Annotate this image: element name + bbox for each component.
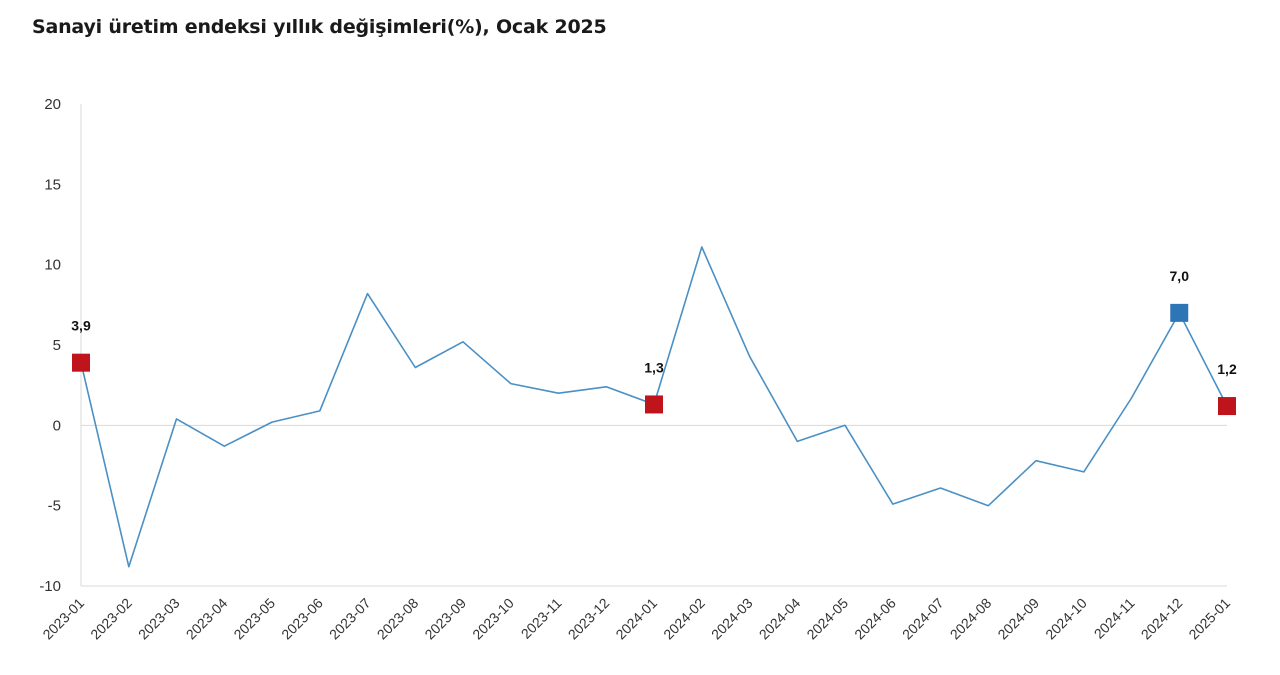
y-tick-label: 10 <box>44 257 61 274</box>
data-label: 1,3 <box>644 359 664 375</box>
data-label: 1,2 <box>1217 361 1237 377</box>
x-tick-label: 2024-06 <box>851 595 899 643</box>
x-tick-label: 2023-10 <box>469 595 517 643</box>
data-point-marker <box>72 353 90 372</box>
x-tick-label: 2024-01 <box>612 595 660 643</box>
y-tick-label: 20 <box>44 96 61 113</box>
x-tick-label: 2024-12 <box>1138 595 1186 643</box>
x-tick-label: 2023-01 <box>39 595 87 643</box>
x-tick-label: 2023-07 <box>326 595 374 643</box>
x-tick-label: 2024-11 <box>1091 595 1138 642</box>
y-tick-label: -5 <box>48 498 61 515</box>
x-tick-label: 2023-08 <box>374 595 422 643</box>
x-tick-label: 2023-02 <box>87 595 135 643</box>
data-point-marker <box>1218 397 1236 416</box>
x-tick-label: 2024-03 <box>708 595 756 643</box>
x-tick-label: 2023-09 <box>421 595 469 643</box>
markers-layer: 3,9 1,3 7,0 1,2 <box>71 268 1237 416</box>
chart-title: Sanayi üretim endeksi yıllık değişimleri… <box>32 16 607 38</box>
x-tick-label: 2023-05 <box>230 595 278 643</box>
x-tick-label: 2024-04 <box>756 595 804 643</box>
x-tick-label: 2023-12 <box>565 595 613 643</box>
y-tick-label: 5 <box>53 337 61 354</box>
x-tick-label: 2024-08 <box>947 595 995 643</box>
x-tick-label: 2024-10 <box>1042 595 1090 643</box>
x-tick-label: 2023-06 <box>278 595 326 643</box>
x-axis: 2023-01 2023-02 2023-03 2023-04 2023-05 2023-… <box>39 595 1233 643</box>
x-tick-label: 2024-09 <box>994 595 1042 643</box>
y-tick-label: 0 <box>53 417 61 434</box>
data-label: 7,0 <box>1170 268 1190 284</box>
x-tick-label: 2023-03 <box>135 595 183 643</box>
y-tick-label: 15 <box>44 176 61 193</box>
x-tick-label: 2024-05 <box>803 595 851 643</box>
data-point-marker <box>645 395 663 414</box>
x-tick-label: 2025-01 <box>1185 595 1233 643</box>
x-tick-label: 2024-02 <box>660 595 708 643</box>
y-axis: 20 15 10 5 0 -5 -10 <box>39 96 1227 595</box>
y-tick-label: -10 <box>39 578 61 595</box>
data-point-marker <box>1170 303 1189 322</box>
x-tick-label: 2024-07 <box>899 595 947 643</box>
x-tick-label: 2023-04 <box>183 595 231 643</box>
x-tick-label: 2023-11 <box>518 595 565 642</box>
data-label: 3,9 <box>71 318 91 334</box>
